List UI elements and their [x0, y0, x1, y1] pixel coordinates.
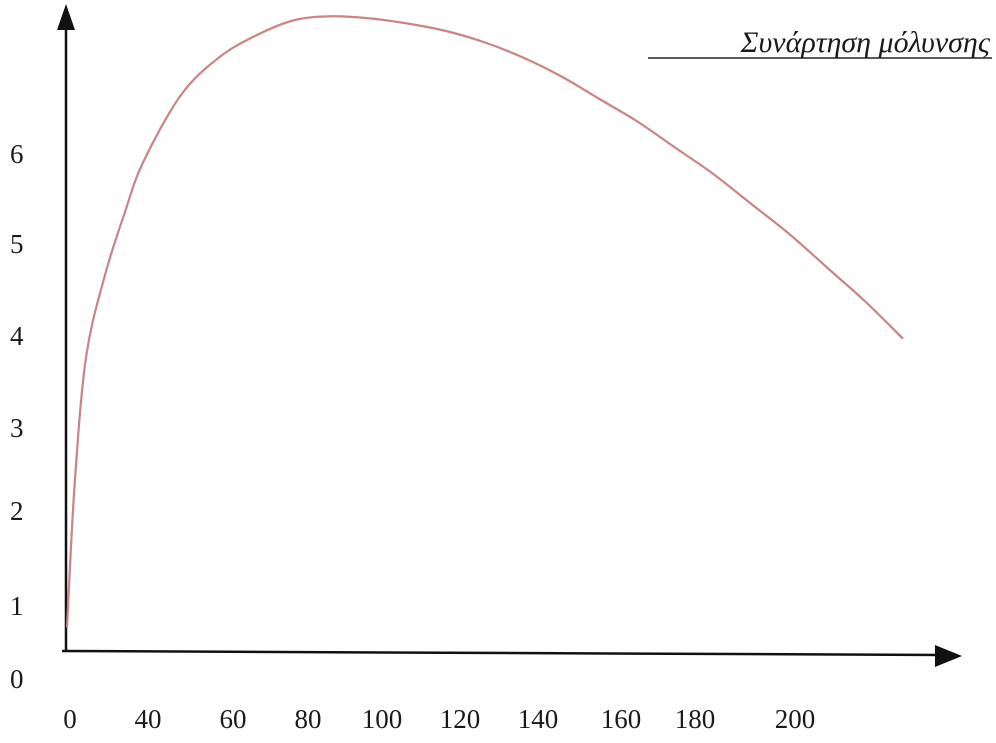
x-tick-labels: 0 40 60 80 100 120 140 160 180 200 — [63, 704, 815, 734]
x-axis-line — [61, 649, 946, 657]
x-tick-label: 80 — [295, 704, 322, 734]
y-tick-label: 6 — [10, 139, 24, 169]
y-tick-label: 2 — [10, 496, 24, 526]
x-tick-label: 100 — [362, 704, 403, 734]
x-tick-label: 140 — [518, 704, 559, 734]
x-tick-label: 180 — [675, 704, 716, 734]
y-tick-label: 3 — [10, 413, 24, 443]
y-axis — [57, 4, 75, 650]
x-tick-label: 0 — [63, 704, 77, 734]
y-axis-arrow-icon — [57, 4, 75, 30]
y-tick-labels: 0 1 2 3 4 5 6 — [10, 139, 24, 694]
series-line — [65, 15, 904, 628]
x-tick-label: 200 — [775, 704, 816, 734]
x-tick-label: 160 — [601, 704, 642, 734]
chart-title: Συνάρτηση μόλυνσης — [740, 26, 991, 59]
y-tick-label: 5 — [10, 229, 24, 259]
x-tick-label: 40 — [135, 704, 162, 734]
series-group — [65, 15, 904, 628]
x-tick-label: 60 — [220, 704, 247, 734]
y-tick-label: 4 — [10, 321, 24, 351]
y-tick-label: 1 — [10, 591, 24, 621]
y-tick-label: 0 — [10, 664, 24, 694]
x-tick-label: 120 — [440, 704, 481, 734]
x-axis-arrow-icon — [935, 645, 962, 667]
x-axis — [61, 645, 962, 667]
